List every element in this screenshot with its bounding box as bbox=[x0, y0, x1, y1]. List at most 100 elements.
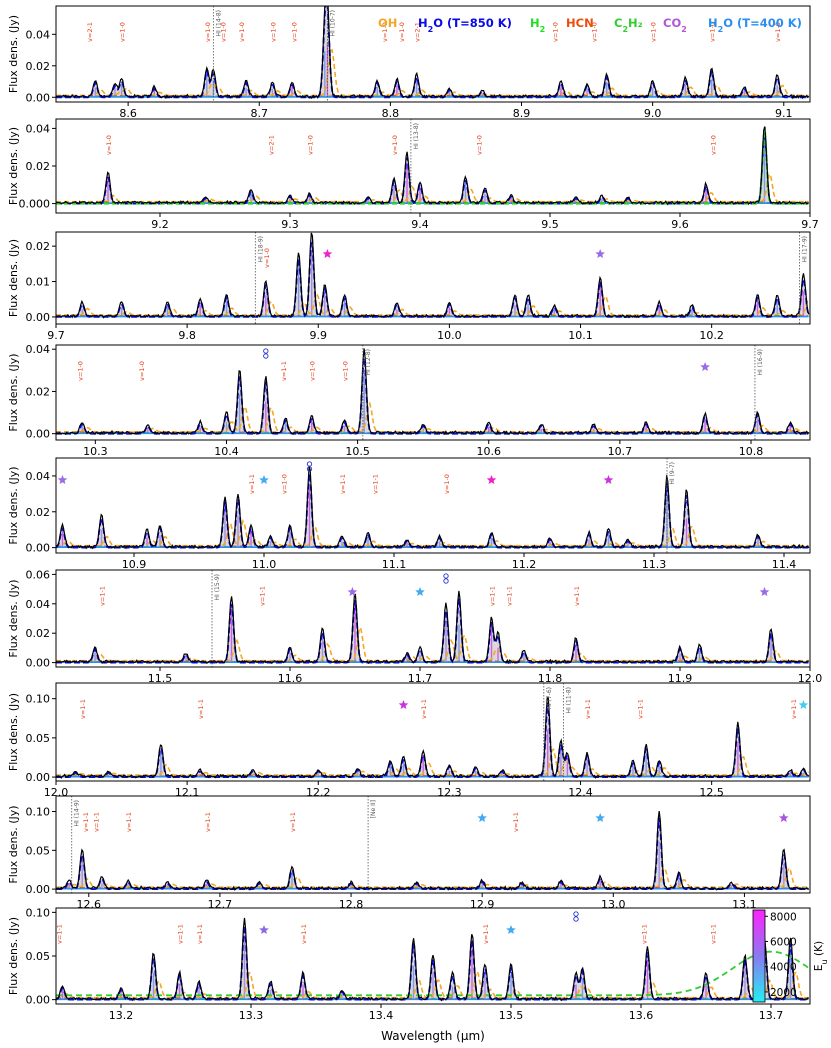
hi-marker-label: HI (15-9) bbox=[214, 574, 221, 601]
y-tick-label: 0.10 bbox=[26, 693, 51, 706]
transition-label: v=1-1 bbox=[505, 586, 513, 606]
y-tick-label: 0.02 bbox=[26, 60, 51, 73]
hi-marker-label: HI (9-7) bbox=[669, 462, 676, 485]
transition-label: v=1-0 bbox=[77, 361, 85, 381]
hi-marker-label: HI (16-9) bbox=[757, 349, 764, 376]
para-marker bbox=[263, 353, 269, 359]
transition-label: v=1-1 bbox=[372, 474, 380, 494]
para-marker bbox=[306, 466, 313, 472]
x-tick-label: 10.6 bbox=[476, 445, 501, 458]
y-tick-label: 0.00 bbox=[26, 542, 51, 555]
y-tick-label: 0.01 bbox=[26, 276, 51, 289]
y-tick-label: 0.10 bbox=[26, 906, 51, 919]
co2-star-marker bbox=[57, 475, 68, 484]
transition-label: v=1-1 bbox=[125, 812, 133, 832]
co2-star-marker bbox=[700, 362, 710, 371]
hi-marker-label: HI (7-6) bbox=[546, 687, 553, 710]
x-tick-label: 10.5 bbox=[345, 445, 370, 458]
y-tick-label: 0.000 bbox=[19, 198, 51, 211]
x-tick-label: 10.0 bbox=[437, 329, 462, 342]
transition-label: v=1-1 bbox=[512, 812, 520, 832]
plot-area bbox=[56, 796, 810, 893]
y-tick-label: 0.00 bbox=[26, 994, 51, 1007]
co2-star-marker bbox=[259, 475, 269, 484]
ortho-marker bbox=[263, 348, 269, 354]
panel-frame bbox=[55, 118, 811, 214]
transition-label: v=1-1 bbox=[289, 812, 297, 832]
transition-label: v=1-1 bbox=[641, 924, 649, 944]
y-tick-label: 0.02 bbox=[26, 385, 51, 398]
transition-label: v=1-0 bbox=[443, 474, 451, 494]
ortho-marker bbox=[306, 461, 313, 467]
legend-entry-main: H bbox=[708, 16, 718, 30]
y-axis-label: Flux dens. (Jy) bbox=[7, 239, 20, 317]
transition-label: v=1-0 bbox=[309, 361, 317, 381]
transition-label: v=1-0 bbox=[591, 22, 599, 42]
transition-label: v=1-0 bbox=[709, 22, 717, 42]
transition-label: v=1-1 bbox=[573, 586, 581, 606]
transition-label: v=2-1 bbox=[268, 135, 276, 155]
transition-label: v=1-0 bbox=[238, 22, 246, 42]
transition-label: v=1-1 bbox=[92, 812, 100, 832]
legend-entry-main: OH bbox=[378, 16, 397, 30]
legend-entry-sub: 2 bbox=[540, 25, 546, 34]
plot-area bbox=[56, 458, 810, 553]
y-tick-label: 0.04 bbox=[26, 28, 51, 41]
colorbar-label-rest: (K) bbox=[813, 941, 825, 959]
panel-1: HI (14-8) HI (10-7) v=2-1 v=1-0 v=1-0 v=1-0 v=… bbox=[7, 5, 811, 120]
transition-label: v=1-1 bbox=[79, 699, 87, 719]
y-tick-label: 0.10 bbox=[26, 806, 51, 819]
colorbar-label-sub: u bbox=[820, 959, 829, 964]
x-tick-label: 9.3 bbox=[281, 218, 299, 231]
legend-entry-sub: 2 bbox=[681, 25, 687, 34]
co2-star-marker bbox=[759, 587, 770, 596]
legend-entry-main: C bbox=[614, 16, 622, 30]
transition-label: v=1-1 bbox=[56, 924, 64, 944]
water850-model bbox=[56, 702, 810, 778]
model-total-fill bbox=[56, 819, 810, 890]
panel-7: HI (7-6) HI (11-8) v=1-1 v=1-1 v=1-1 v=1-1 v=1… bbox=[7, 682, 811, 799]
x-tick-label: 9.2 bbox=[151, 218, 169, 231]
x-tick-label: 8.6 bbox=[119, 107, 137, 120]
co2-star-marker bbox=[595, 813, 605, 822]
transition-label: v=1-1 bbox=[280, 361, 288, 381]
transition-label: v=1-0 bbox=[105, 135, 113, 155]
hi-marker-label: HI (10-7) bbox=[329, 10, 336, 37]
x-tick-label: 12.5 bbox=[699, 786, 724, 799]
y-tick-label: 0.02 bbox=[26, 240, 51, 253]
plot-area bbox=[56, 570, 810, 667]
x-tick-label: 13.4 bbox=[369, 1009, 394, 1022]
x-tick-label: 10.9 bbox=[122, 558, 147, 571]
transition-label: v=2-1 bbox=[414, 22, 422, 42]
x-tick-label: 9.8 bbox=[178, 329, 196, 342]
x-tick-label: 9.5 bbox=[541, 218, 559, 231]
co2-star-marker bbox=[477, 813, 487, 822]
observed-spectrum bbox=[56, 917, 810, 1002]
transition-label: v=1-0 bbox=[774, 22, 782, 42]
observed-spectrum bbox=[56, 6, 810, 100]
oh-model bbox=[56, 172, 809, 203]
x-tick-label: 12.0 bbox=[798, 672, 823, 685]
oh-model bbox=[56, 401, 809, 433]
x-axis-label: Wavelength (µm) bbox=[381, 1029, 485, 1043]
transition-label: v=1-0 bbox=[290, 22, 298, 42]
legend-entry-sub: 2 bbox=[622, 25, 628, 34]
x-tick-label: 10.4 bbox=[214, 445, 239, 458]
water850-model bbox=[56, 358, 809, 435]
y-axis-label: Flux dens. (Jy) bbox=[7, 15, 20, 93]
x-tick-label: 8.9 bbox=[513, 107, 531, 120]
y-tick-label: 0.02 bbox=[26, 160, 51, 173]
panel-5: HI (9-7) v=1-1 v=1-0 v=1-1 v=1-1 v=1-0 10.9 11.… bbox=[7, 457, 811, 571]
water850-model bbox=[56, 817, 809, 890]
transition-label: v=1-1 bbox=[204, 812, 212, 832]
transition-label: v=1-0 bbox=[204, 22, 212, 42]
x-tick-label: 13.1 bbox=[732, 898, 757, 911]
co2-star-marker bbox=[347, 587, 358, 596]
transition-label: v=1-1 bbox=[489, 586, 497, 606]
legend-entry-sub: 2 bbox=[718, 25, 724, 34]
y-axis-label: Flux dens. (Jy) bbox=[7, 579, 20, 657]
co2-star-marker bbox=[322, 249, 333, 258]
y-tick-label: 0.00 bbox=[26, 311, 51, 324]
x-tick-label: 12.8 bbox=[339, 898, 364, 911]
co2-star-marker bbox=[486, 475, 497, 484]
